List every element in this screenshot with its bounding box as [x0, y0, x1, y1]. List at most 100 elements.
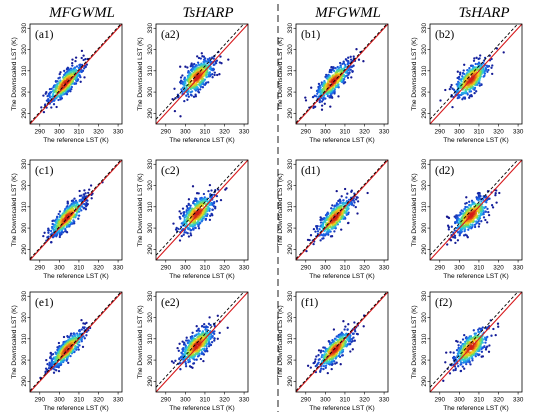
data-point: [213, 339, 215, 341]
data-point: [202, 86, 204, 88]
data-point: [350, 69, 352, 71]
data-point: [486, 221, 488, 223]
x-tick-label: 330: [379, 129, 390, 136]
data-point: [217, 338, 219, 340]
data-point: [485, 67, 487, 69]
data-point: [321, 109, 323, 111]
data-point: [314, 361, 316, 363]
y-tick-label: 290: [421, 244, 428, 255]
data-point: [207, 190, 209, 192]
y-tick-label: 300: [287, 222, 294, 233]
data-point: [458, 76, 460, 78]
data-point: [201, 351, 203, 353]
data-point: [201, 325, 203, 327]
data-point: [326, 231, 328, 233]
data-point: [84, 337, 86, 339]
data-point: [448, 226, 450, 228]
y-tick-label: 290: [287, 244, 294, 255]
x-axis-label: The reference LST (K): [43, 405, 108, 412]
data-point: [349, 350, 351, 352]
data-point: [478, 214, 480, 216]
data-point: [339, 351, 341, 353]
x-tick-label: 310: [74, 265, 85, 272]
data-point: [174, 360, 176, 362]
data-point: [84, 323, 86, 325]
data-point: [333, 70, 335, 72]
data-point: [50, 241, 52, 243]
data-point: [478, 225, 480, 227]
data-point: [188, 235, 190, 237]
data-point: [337, 95, 339, 97]
data-point: [213, 337, 215, 339]
data-point: [457, 71, 459, 73]
data-point: [91, 197, 93, 199]
data-point: [78, 214, 80, 216]
data-point: [52, 353, 54, 355]
data-point: [57, 99, 59, 101]
data-point: [179, 115, 181, 117]
data-point: [219, 332, 221, 334]
panel-label: (a1): [35, 29, 54, 41]
data-point: [47, 232, 49, 234]
data-point: [82, 59, 84, 61]
panel-label: (c1): [35, 165, 54, 177]
data-point: [58, 224, 60, 226]
data-point: [210, 213, 212, 215]
data-point: [211, 209, 213, 211]
data-point: [460, 80, 462, 82]
data-point: [330, 235, 332, 237]
panel-label: (e1): [35, 297, 54, 309]
data-point: [47, 236, 49, 238]
data-point: [477, 199, 479, 201]
data-point: [59, 73, 61, 75]
data-point: [71, 86, 73, 88]
data-point: [48, 229, 50, 231]
data-point: [366, 192, 368, 194]
data-point: [451, 226, 453, 228]
data-point: [90, 184, 92, 186]
data-point: [219, 61, 221, 63]
y-tick-label: 330: [421, 159, 428, 170]
data-point: [469, 94, 471, 96]
data-point: [492, 206, 494, 208]
data-point: [77, 218, 79, 220]
x-tick-label: 330: [513, 265, 524, 272]
data-point: [342, 320, 344, 322]
data-point: [347, 323, 349, 325]
data-point: [216, 200, 218, 202]
data-point: [42, 94, 44, 96]
x-tick-label: 320: [493, 129, 504, 136]
data-point: [312, 243, 314, 245]
data-point: [183, 100, 185, 102]
y-tick-label: 290: [421, 108, 428, 119]
x-axis-label: The reference LST (K): [309, 137, 374, 144]
data-point: [63, 70, 65, 72]
data-point: [314, 230, 316, 232]
data-point: [178, 350, 180, 352]
data-point: [475, 90, 477, 92]
y-axis-label: The Downscaled LST (K): [411, 37, 418, 111]
x-tick-label: 290: [435, 129, 446, 136]
x-tick-label: 300: [54, 129, 65, 136]
data-point: [347, 57, 349, 59]
y-tick-label: 300: [147, 222, 154, 233]
data-point: [213, 64, 215, 66]
y-tick-label: 290: [147, 376, 154, 387]
data-point: [310, 87, 312, 89]
data-point: [189, 205, 191, 207]
data-point: [224, 188, 226, 190]
data-point: [313, 228, 315, 230]
data-point: [40, 106, 42, 108]
y-tick-label: 290: [287, 108, 294, 119]
data-point: [498, 192, 500, 194]
data-point: [173, 88, 175, 90]
y-tick-label: 300: [21, 222, 28, 233]
data-point: [333, 230, 335, 232]
data-point: [206, 213, 208, 215]
data-point: [202, 360, 204, 362]
data-point: [491, 204, 493, 206]
